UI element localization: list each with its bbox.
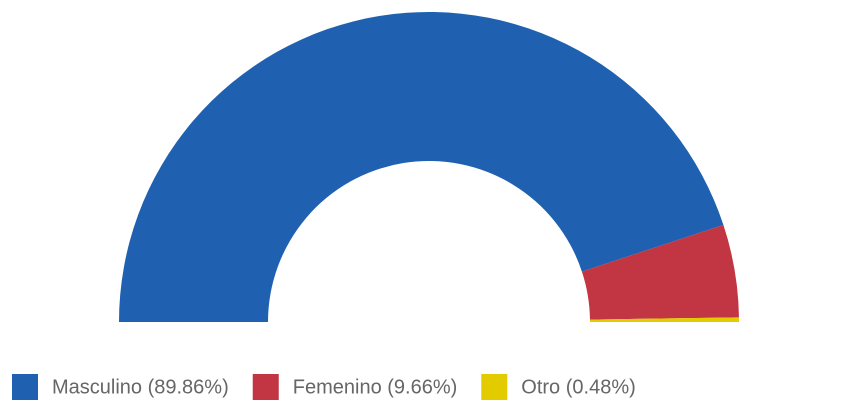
legend-swatch: [481, 374, 508, 400]
legend-label: Masculino (89.86%): [52, 376, 229, 398]
legend-label: Otro (0.48%): [521, 376, 635, 398]
segment: [589, 317, 739, 322]
segment: [581, 224, 739, 320]
segment: [119, 12, 724, 322]
legend-swatch: [12, 374, 38, 400]
legend-swatch: [252, 374, 279, 400]
legend-label: Femenino (9.66%): [293, 376, 458, 398]
